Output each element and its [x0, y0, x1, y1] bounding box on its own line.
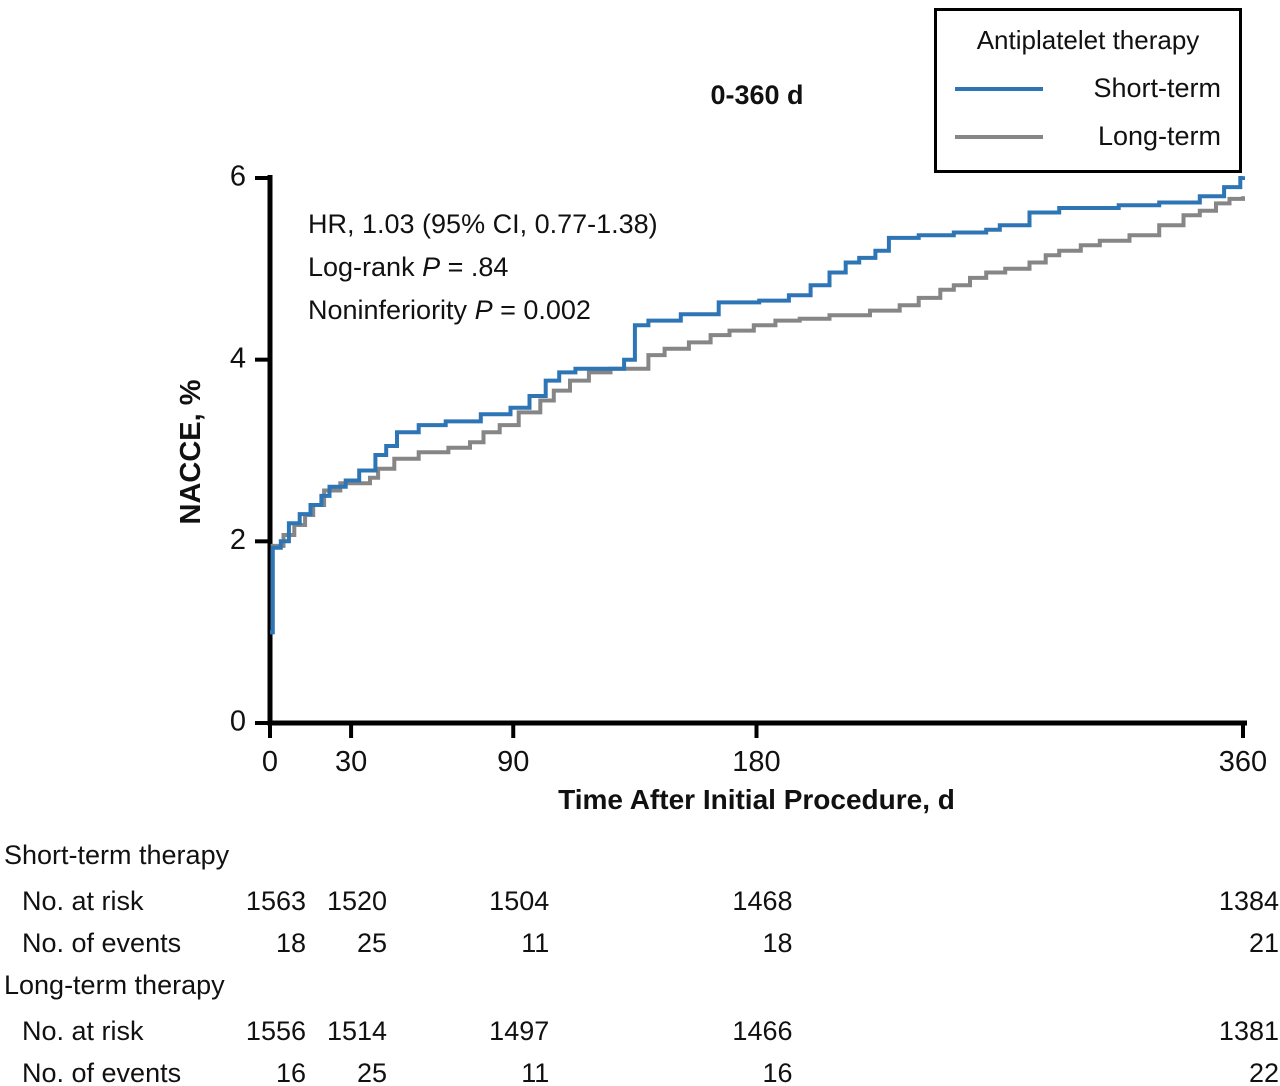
risk-value: 1563: [245, 886, 306, 916]
x-axis-title: Time After Initial Procedure, d: [558, 784, 955, 815]
x-tick-label: 30: [335, 746, 367, 778]
legend-box: Antiplatelet therapy Short-term Long-ter…: [934, 8, 1242, 173]
logrank-line: Log-rank P = .84: [308, 252, 509, 282]
risk-value: 22: [1248, 1058, 1279, 1086]
risk-group-label: Long-term therapy: [4, 970, 225, 1000]
y-tick-label: 4: [230, 342, 246, 374]
legend-label-long-term: Long-term: [1097, 121, 1221, 151]
legend-item-long-term: Long-term: [955, 121, 1221, 152]
long-term-line-swatch: [955, 134, 1043, 139]
y-axis-title: NACCE, %: [175, 379, 207, 524]
x-tick-label: 180: [732, 746, 780, 778]
risk-row-label: No. at risk: [22, 886, 144, 916]
risk-group-row: Long-term therapy: [0, 970, 1280, 1004]
stats-annotation: HR, 1.03 (95% CI, 0.77-1.38) Log-rank P …: [308, 203, 658, 332]
risk-value: 25: [357, 928, 388, 958]
risk-data-row: No. at risk 1563 1520 1504 1468 1384: [0, 886, 1280, 920]
risk-value: 16: [275, 1058, 306, 1086]
hr-line: HR, 1.03 (95% CI, 0.77-1.38): [308, 209, 658, 239]
risk-value: 11: [521, 1058, 550, 1086]
risk-group-row: Short-term therapy: [0, 840, 1280, 874]
risk-row-label: No. at risk: [22, 1016, 144, 1046]
risk-data-row: No. of events 16 25 11 16 22: [0, 1058, 1280, 1086]
risk-value: 11: [521, 928, 550, 958]
y-tick-label: 0: [230, 706, 246, 738]
risk-value: 1384: [1218, 886, 1279, 916]
chart-title: 0-360 d: [710, 80, 804, 110]
noninferiority-line: Noninferiority P = 0.002: [308, 295, 591, 325]
risk-value: 1466: [732, 1016, 793, 1046]
long-term-curve: [270, 196, 1245, 635]
risk-data-row: No. of events 18 25 11 18 21: [0, 928, 1280, 962]
y-tick-label: 6: [230, 161, 246, 193]
risk-value: 1514: [327, 1016, 388, 1046]
risk-row-label: No. of events: [22, 1058, 182, 1086]
risk-value: 1497: [489, 1016, 550, 1046]
legend-label-short-term: Short-term: [1093, 73, 1221, 103]
short-term-line-swatch: [955, 86, 1043, 91]
risk-value: 1381: [1218, 1016, 1279, 1046]
legend-title: Antiplatelet therapy: [976, 25, 1200, 55]
x-tick-label: 90: [497, 746, 529, 778]
x-tick-label: 360: [1219, 746, 1267, 778]
risk-value: 18: [275, 928, 306, 958]
risk-value: 21: [1248, 928, 1279, 958]
risk-value: 16: [762, 1058, 793, 1086]
legend-item-short-term: Short-term: [955, 73, 1221, 104]
risk-value: 18: [762, 928, 793, 958]
risk-data-row: No. at risk 1556 1514 1497 1466 1381: [0, 1016, 1280, 1050]
risk-group-label: Short-term therapy: [4, 840, 230, 870]
y-tick-label: 2: [230, 524, 246, 556]
short-term-curve: [270, 176, 1245, 635]
km-step-chart: 0 2 4 6 0 30 90 180 360 NACCE, % Time After Initia…: [175, 161, 1267, 815]
risk-value: 1468: [732, 886, 793, 916]
risk-value: 1520: [327, 886, 388, 916]
risk-value: 1504: [489, 886, 550, 916]
risk-row-label: No. of events: [22, 928, 182, 958]
risk-value: 25: [357, 1058, 388, 1086]
x-tick-label: 0: [262, 746, 278, 778]
risk-value: 1556: [245, 1016, 306, 1046]
